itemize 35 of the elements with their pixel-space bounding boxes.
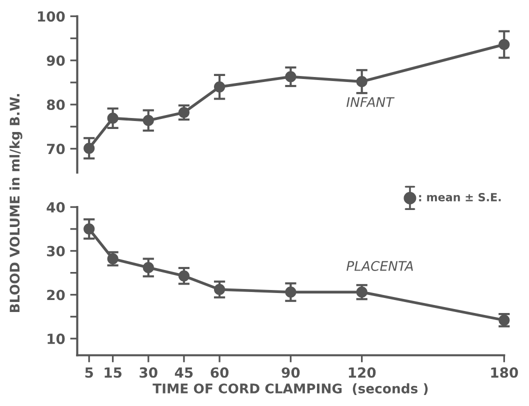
y-tick-label: 100 [38, 11, 65, 22]
x-tick-label: 180 [491, 367, 518, 378]
x-tick-label: 90 [282, 367, 300, 378]
point [178, 106, 190, 118]
x-tick-label: 30 [140, 367, 158, 378]
point [107, 112, 118, 124]
point [142, 262, 154, 274]
y-tick-label: 90 [46, 55, 65, 66]
y-tick-label: 70 [47, 144, 65, 154]
y-tick-label: 80 [46, 100, 65, 110]
point [84, 142, 95, 154]
point [356, 286, 368, 298]
x-tick-label: 120 [348, 367, 376, 378]
point [214, 284, 226, 296]
y-tick-label: 10 [48, 334, 65, 344]
point [285, 71, 296, 82]
point [178, 270, 190, 282]
series-label: PLACENTA [346, 260, 413, 271]
x-axis-title: TIME OF CORD CLAMPING (seconds ) [152, 383, 428, 396]
y-axis-title: BLOOD VOLUME in ml/kg B.W. [9, 94, 22, 312]
point [84, 223, 95, 235]
series-label: INFANT [346, 97, 395, 107]
y-tick-label: 20 [47, 290, 65, 300]
x-tick-label: 60 [210, 367, 229, 378]
x-tick-label: 45 [174, 367, 193, 378]
point [142, 114, 154, 126]
point [498, 38, 510, 50]
text: : mean ± S.E. [419, 192, 501, 202]
x-tick-label: 15 [104, 367, 122, 378]
point [214, 81, 226, 92]
point [285, 286, 296, 298]
y-tick-label: 40 [46, 202, 65, 213]
y-tick-label: 30 [47, 246, 65, 256]
point [356, 76, 368, 88]
x-tick-label: 5 [85, 367, 93, 378]
